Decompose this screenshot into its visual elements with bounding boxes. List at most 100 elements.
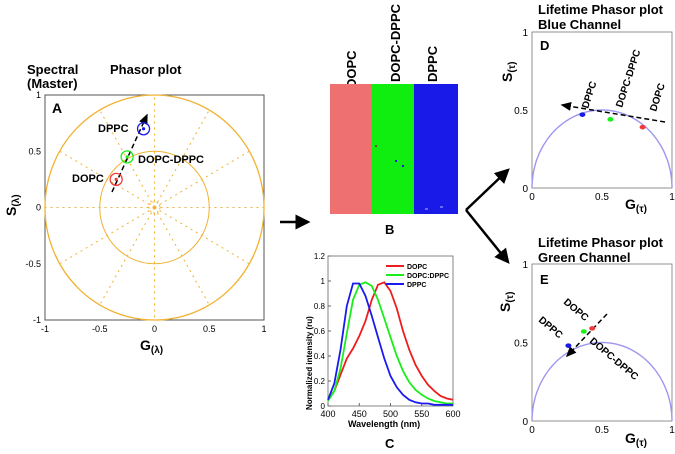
panel-b-speck: [395, 160, 397, 162]
panel-a-xtick: -0.5: [92, 324, 108, 334]
panel-b-strip-dopc-dppc: [372, 84, 414, 214]
panel-a-spoke: [154, 207, 210, 306]
panel-b-letter: B: [385, 222, 394, 237]
panel-d-xtick: 0.5: [595, 192, 609, 203]
panel-e-label-dppc: DPPC: [536, 315, 564, 341]
panel-d-letter: D: [540, 38, 549, 53]
panel-d-label-dopc-dppc: DOPC-DPPC: [614, 48, 643, 108]
panel-e-ticks: 0 0.5 1 1 0.5 0: [514, 260, 675, 436]
panel-c-xtick: 400: [320, 409, 335, 419]
panel-d-ytick: 1: [522, 28, 528, 39]
panel-a-spoke: [59, 150, 155, 208]
panel-c-ytick: 0.2: [314, 377, 326, 386]
panel-a-ylabel: S(λ): [3, 194, 22, 216]
panel-d-xtick: 1: [669, 192, 675, 203]
panel-c-ytick: 0.6: [314, 327, 326, 336]
panel-c-ytick: 1: [321, 277, 326, 286]
panel-d-point: [607, 117, 614, 122]
panel-c-series: [327, 281, 454, 406]
panel-b-column-dopc: DOPC: [344, 50, 359, 88]
panel-b-strip-dppc: [414, 84, 458, 214]
panel-d-point: [579, 112, 586, 117]
panel-e-xlabel: G(τ): [625, 430, 647, 449]
panel-a-xtick: 1: [261, 324, 266, 334]
panel-d-trend-arrow: [560, 102, 666, 123]
panel-a-spoke: [154, 150, 250, 208]
arrow-to-panel-e: [465, 209, 510, 264]
panel-e-universal-semicircle: [531, 341, 673, 422]
panel-e-label-dopc: DOPC: [561, 297, 590, 324]
panel-c-series-line: [327, 281, 454, 401]
panel-b-strip-dopc: [330, 84, 372, 214]
panel-c-ylabel: Normalized intensity (ru): [305, 316, 314, 410]
panel-a-title-word1: Spectral: [27, 62, 78, 77]
panel-e-lifetime-green: Lifetime Phasor plot Green Channel E 0 0.…: [497, 235, 675, 449]
panel-e-xtick: 0.5: [595, 425, 609, 436]
panel-d-ytick: 0: [522, 184, 528, 195]
panel-a-spoke: [59, 207, 155, 265]
panel-d-frame: [531, 31, 673, 189]
panel-c-ytick: 0.4: [314, 352, 326, 361]
panel-e-ytick: 1: [522, 260, 528, 271]
panel-a-point-ring: [136, 122, 151, 136]
panel-c-xlabel: Wavelength (nm): [348, 419, 420, 429]
panel-e-points: [565, 326, 596, 348]
panel-a-point: [141, 127, 146, 131]
panel-c-ticks: 400 450 500 550 600 0 0.2 0.4 0.6 0.8 1 1.2: [314, 252, 461, 419]
panel-c-ytick: 1.2: [314, 252, 326, 261]
panel-e-xtick: 1: [669, 425, 675, 436]
panel-d-label-dopc: DOPC: [648, 82, 667, 113]
panel-a-label-dopc: DOPC: [72, 173, 104, 185]
panel-c-legend-label: DOPC:DPPC: [407, 273, 449, 280]
panel-a-xtick: 0.5: [203, 324, 216, 334]
panel-c-series-line: [327, 281, 453, 405]
panel-e-title-line1: Lifetime Phasor plot: [538, 235, 664, 250]
panel-a-xlabel: G(λ): [140, 337, 163, 356]
panel-a-label-dppc: DPPC: [98, 123, 129, 135]
panel-e-ytick: 0: [522, 417, 528, 428]
panel-b-speck: [402, 165, 404, 167]
panel-e-xtick: 0: [529, 425, 535, 436]
panel-d-xtick: 0: [529, 192, 535, 203]
panel-a-point: [125, 155, 129, 159]
panel-a-spoke: [154, 207, 250, 265]
panel-b-column-dopc-dppc: DOPC-DPPC: [388, 3, 403, 82]
panel-a-ytick: -0.5: [25, 259, 41, 269]
panel-d-lifetime-blue: Lifetime Phasor plot Blue Channel D 0 0.5…: [499, 2, 675, 215]
panel-e-point: [565, 343, 572, 348]
panel-a-ring: [148, 201, 161, 214]
panel-d-title-line2: Blue Channel: [538, 17, 621, 32]
panel-a-title-word2: Phasor plot: [110, 62, 182, 77]
panel-a-points: [109, 122, 151, 187]
panel-d-xlabel: G(τ): [625, 196, 647, 215]
panel-a-point-ring: [109, 172, 123, 187]
panel-c-ytick: 0.8: [314, 302, 326, 311]
panel-d-ticks: 0 0.5 1 1 0.5 0: [514, 28, 675, 203]
panel-e-frame: [531, 263, 673, 422]
panel-e-letter: E: [540, 272, 549, 287]
panel-a-ytick: -1: [33, 315, 41, 325]
panel-e-ylabel: S(τ): [497, 292, 516, 312]
panel-e-point: [580, 329, 587, 334]
panel-a-point: [114, 177, 118, 181]
panel-a-ytick: 1: [36, 90, 41, 100]
panel-a-trend-arrow: [111, 113, 148, 193]
panel-b-speck: [440, 206, 443, 208]
arrow-to-panel-d: [465, 168, 510, 211]
panel-a-point-ring: [120, 150, 134, 164]
panel-d-label-dppc: DPPC: [580, 80, 599, 110]
panel-c-legend: DOPC DOPC:DPPC DPPC: [386, 264, 449, 289]
panel-a-ytick: 0.5: [28, 146, 41, 156]
panel-a-spectral-phasor: Spectral Phasor plot (Master) A -1 -0.5 0 0…: [3, 62, 267, 356]
panel-a-ticks: -1 -0.5 0 0.5 1 1 0.5 0 -0.5 -1: [25, 90, 266, 334]
panel-b-speck: [425, 208, 428, 210]
panel-a-spoke: [99, 207, 155, 306]
panel-c-letter: C: [385, 436, 395, 451]
panel-d-point: [639, 124, 646, 130]
panel-d-ytick: 0.5: [514, 106, 528, 117]
panel-a-title-line2: (Master): [27, 76, 78, 91]
panel-b-image: DOPC DOPC-DPPC DPPC B: [330, 3, 458, 237]
panel-d-title-line1: Lifetime Phasor plot: [538, 2, 664, 17]
panel-d-universal-semicircle: [531, 109, 673, 189]
panel-a-label-dopc-dppc: DOPC-DPPC: [138, 154, 204, 166]
